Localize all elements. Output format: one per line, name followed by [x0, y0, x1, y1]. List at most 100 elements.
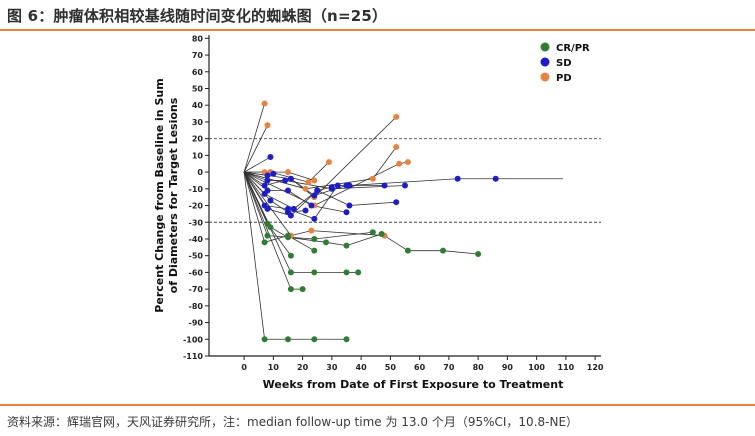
y-tick-label: -70: [189, 285, 204, 294]
figure-source-note: 资料来源：辉瑞官网，天风证券研究所，注：median follow-up tim…: [7, 415, 579, 429]
series-line-segment: [314, 231, 373, 240]
x-tick-label: 70: [443, 363, 455, 372]
spider-chart: 80706050403020100-10-20-30-40-50-60-70-8…: [153, 34, 604, 391]
data-point: [325, 159, 332, 166]
series-line-segment: [372, 146, 397, 180]
series-line-segment: [290, 178, 315, 196]
data-point: [264, 172, 271, 179]
legend-marker: [540, 42, 550, 52]
y-tick-label: -20: [189, 202, 204, 211]
x-tick-label: 80: [473, 363, 485, 372]
y-tick-label: -30: [189, 218, 204, 227]
data-point: [287, 269, 294, 276]
data-point: [328, 184, 335, 191]
y-axis-title: Percent Change from Baseline in Sum: [153, 78, 166, 312]
series-line-segment: [314, 116, 397, 198]
data-point: [475, 251, 482, 258]
x-tick-label: 40: [356, 363, 368, 372]
legend-marker: [540, 72, 550, 82]
y-axis-title: of Diameters for Target Lesions: [167, 97, 180, 293]
data-point: [314, 187, 321, 194]
data-point: [369, 229, 376, 236]
data-point: [284, 209, 291, 216]
data-point: [308, 202, 315, 209]
y-tick-label: 60: [192, 68, 204, 77]
series-line-segment: [243, 172, 265, 340]
data-point: [264, 232, 271, 239]
data-point: [393, 199, 400, 206]
data-point: [264, 177, 271, 184]
data-point: [267, 154, 274, 161]
series-line-segment: [325, 241, 347, 247]
series-line-segment: [243, 156, 271, 173]
series-line-segment: [287, 190, 312, 206]
y-tick-label: -80: [189, 302, 204, 311]
x-tick-label: 110: [558, 363, 575, 372]
data-point: [404, 159, 411, 166]
x-tick-label: 30: [326, 363, 338, 372]
series-line-segment: [349, 201, 397, 206]
series-line-segment: [290, 230, 312, 237]
series-line-segment: [331, 185, 406, 190]
data-point: [270, 170, 277, 177]
data-point: [440, 247, 447, 254]
data-point: [343, 336, 350, 343]
data-point: [381, 182, 388, 189]
series-line-segment: [346, 233, 382, 247]
data-point: [369, 175, 376, 182]
data-point: [334, 182, 341, 189]
data-point: [267, 197, 274, 204]
data-point: [261, 336, 268, 343]
x-tick-label: 90: [502, 363, 514, 372]
y-tick-label: 0: [197, 168, 203, 177]
data-point: [290, 205, 297, 212]
data-point: [396, 160, 403, 167]
data-point: [454, 175, 461, 182]
y-tick-label: -110: [183, 352, 203, 361]
series-line-segment: [349, 178, 458, 186]
series-line-segment: [311, 205, 347, 213]
series-line-segment: [243, 171, 268, 181]
data-point: [402, 182, 408, 189]
x-tick-label: 0: [241, 363, 247, 372]
data-point: [302, 207, 309, 214]
data-point: [311, 336, 318, 343]
data-point: [323, 239, 330, 246]
series-line-segment: [308, 161, 330, 183]
data-point: [346, 182, 353, 189]
y-tick-label: 40: [192, 101, 204, 110]
x-tick-label: 10: [268, 363, 280, 372]
legend-label: SD: [556, 58, 572, 69]
data-point: [311, 215, 318, 222]
y-tick-label: 30: [192, 118, 204, 127]
data-point: [284, 187, 291, 194]
data-point: [311, 192, 318, 199]
header-rule: [0, 29, 755, 31]
data-point: [346, 202, 353, 209]
data-point: [299, 286, 306, 293]
data-point: [287, 252, 294, 259]
y-tick-label: 70: [192, 51, 204, 60]
data-point: [284, 169, 291, 176]
data-point: [311, 247, 318, 254]
data-point: [287, 286, 294, 293]
figure-title: 图 6：肿瘤体积相较基线随时间变化的蜘蛛图（n=25）: [7, 7, 388, 25]
data-point: [404, 247, 411, 254]
y-tick-label: -50: [189, 252, 204, 261]
y-tick-label: -60: [189, 268, 204, 277]
legend-label: CR/PR: [556, 43, 590, 54]
data-point: [343, 209, 350, 216]
data-point: [282, 177, 289, 184]
x-tick-label: 100: [528, 363, 545, 372]
data-point: [343, 242, 350, 249]
series-line-segment: [270, 200, 289, 213]
x-tick-label: 120: [587, 363, 604, 372]
y-tick-label: -40: [189, 235, 204, 244]
data-point: [393, 144, 400, 151]
x-tick-label: 50: [385, 363, 397, 372]
data-point: [284, 336, 291, 343]
data-point: [261, 239, 268, 246]
y-tick-label: 80: [192, 34, 204, 43]
data-point: [261, 100, 268, 107]
data-point: [343, 269, 350, 276]
